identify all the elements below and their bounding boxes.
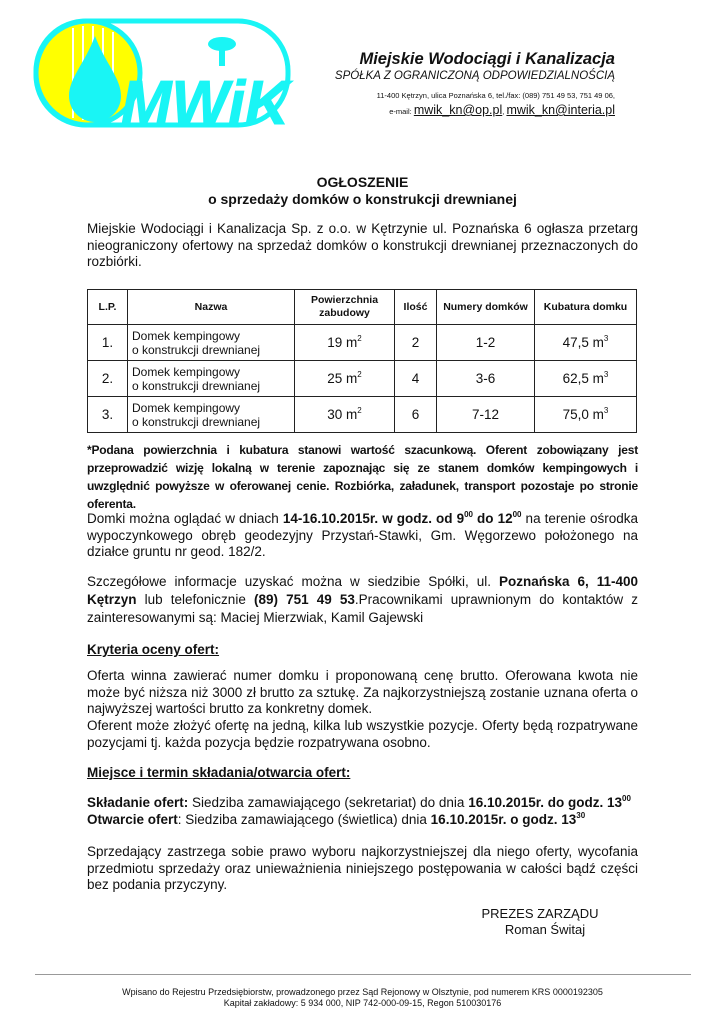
cell-powierzchnia: 25 m2 <box>294 360 395 397</box>
footer-line-2: Kapitał zakładowy: 5 934 000, NIP 742-00… <box>223 998 502 1008</box>
page-title: OGŁOSZENIE <box>316 174 409 190</box>
cell-kubatura: 62,5 m3 <box>534 360 637 397</box>
col-nazwa: Nazwa <box>127 289 295 325</box>
submission-line: Składanie ofert: Siedziba zamawiającego … <box>87 794 631 811</box>
cell-lp: 1. <box>87 324 128 361</box>
cell-nazwa: Domek kempingowy o konstrukcji drewnianej <box>127 360 295 397</box>
table-row: 2. Domek kempingowy o konstrukcji drewnia… <box>87 360 637 397</box>
cell-kubatura: 47,5 m3 <box>534 324 637 361</box>
footer-divider <box>35 974 691 975</box>
email-separator: , <box>502 107 505 116</box>
reservation-paragraph: Sprzedający zastrzega sobie prawo wyboru… <box>87 844 638 892</box>
cell-ilosc: 4 <box>394 360 437 397</box>
table-row: 3. Domek kempingowy o konstrukcji drewnia… <box>87 396 637 433</box>
houses-table: L.P. Nazwa Powierzchnia zabudowy Ilość N… <box>87 289 637 433</box>
col-numery: Numery domków <box>436 289 535 325</box>
col-lp: L.P. <box>87 289 128 325</box>
footer: Wpisano do Rejestru Przedsiębiorstw, pro… <box>0 987 725 1009</box>
cell-ilosc: 6 <box>394 396 437 433</box>
cell-powierzchnia: 30 m2 <box>294 396 395 433</box>
cell-powierzchnia: 19 m2 <box>294 324 395 361</box>
criteria-paragraph-1: Oferta winna zawierać numer domku i prop… <box>87 668 638 716</box>
viewing-paragraph: Domki można oglądać w dniach 14-16.10.20… <box>87 510 638 560</box>
cell-nazwa: Domek kempingowy o konstrukcji drewnianej <box>127 324 295 361</box>
criteria-heading: Kryteria oceny ofert: <box>87 642 220 657</box>
intro-paragraph: Miejskie Wodociągi i Kanalizacja Sp. z o… <box>87 221 638 269</box>
company-name: Miejskie Wodociągi i Kanalizacja <box>359 50 615 68</box>
criteria-paragraph-2: Oferent może złożyć ofertę na jedną, kil… <box>87 718 638 750</box>
cell-kubatura: 75,0 m3 <box>534 396 637 433</box>
company-address: 11-400 Kętrzyn, ulica Poznańska 6, tel./… <box>376 91 615 100</box>
cell-numery: 3-6 <box>436 360 535 397</box>
water-tower-icon <box>208 37 236 51</box>
email-link-2[interactable]: mwik_kn@interia.pl <box>506 103 615 117</box>
cell-numery: 1-2 <box>436 324 535 361</box>
estimate-note: *Podana powierzchnia i kubatura stanowi … <box>87 443 638 511</box>
page-subtitle: o sprzedaży domków o konstrukcji drewnia… <box>208 191 517 207</box>
cell-lp: 3. <box>87 396 128 433</box>
company-header: Miejskie Wodociągi i Kanalizacja SPÓŁKA … <box>330 50 615 117</box>
company-email: e-mail: mwik_kn@op.pl, mwik_kn@interia.p… <box>330 103 615 117</box>
email-label: e-mail: <box>389 107 412 116</box>
cell-nazwa: Domek kempingowy o konstrukcji drewnianej <box>127 396 295 433</box>
mwik-logo: MWiK <box>33 18 294 128</box>
col-kubatura: Kubatura domku <box>534 289 637 325</box>
cell-numery: 7-12 <box>436 396 535 433</box>
signature-name: Roman Świtaj <box>504 922 586 937</box>
cell-lp: 2. <box>87 360 128 397</box>
opening-line: Otwarcie ofert: Siedziba zamawiającego (… <box>87 811 586 828</box>
col-powierzchnia: Powierzchnia zabudowy <box>294 289 395 325</box>
place-heading: Miejsce i termin składania/otwarcia ofer… <box>87 765 351 780</box>
logo-lettering: MWiK <box>121 69 293 128</box>
company-subtitle: SPÓŁKA Z OGRANICZONĄ ODPOWIEDZIALNOŚCIĄ <box>334 70 615 82</box>
contact-paragraph: Szczegółowe informacje uzyskać można w s… <box>87 574 638 625</box>
cell-ilosc: 2 <box>394 324 437 361</box>
col-ilosc: Ilość <box>394 289 437 325</box>
email-link-1[interactable]: mwik_kn@op.pl <box>413 103 503 117</box>
footer-line-1: Wpisano do Rejestru Przedsiębiorstw, pro… <box>122 987 603 997</box>
signature-role: PREZES ZARZĄDU <box>481 906 599 921</box>
table-header-row: L.P. Nazwa Powierzchnia zabudowy Ilość N… <box>87 289 637 325</box>
table-row: 1. Domek kempingowy o konstrukcji drewnia… <box>87 324 637 361</box>
